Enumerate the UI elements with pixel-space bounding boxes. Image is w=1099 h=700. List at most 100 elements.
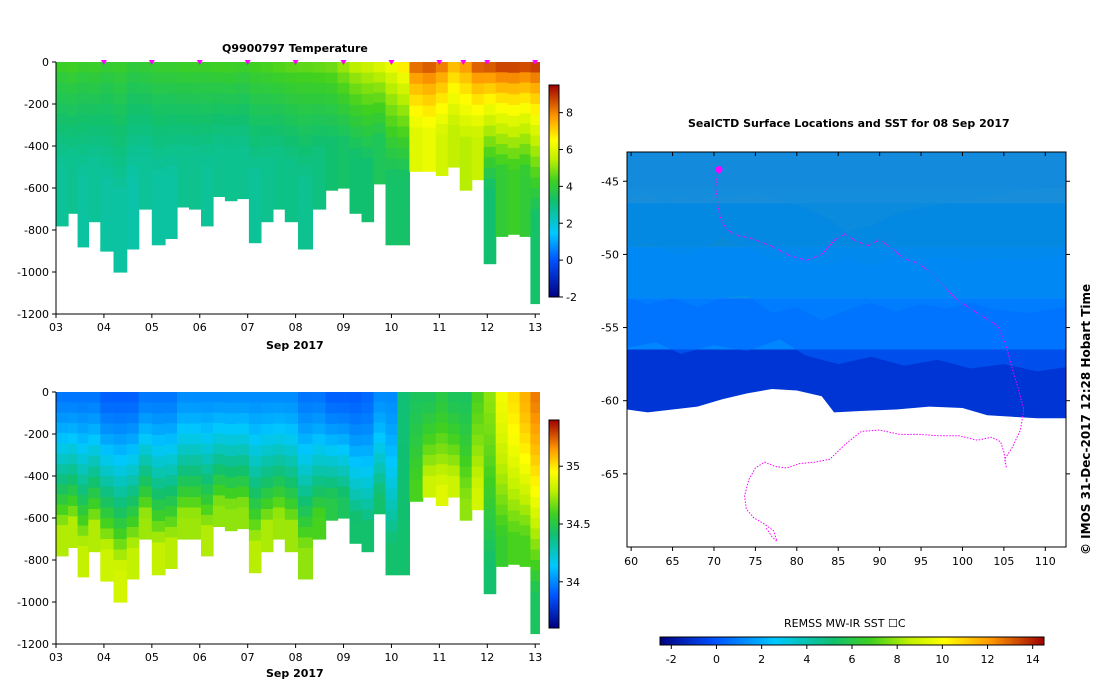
section-cell (248, 455, 262, 467)
section-cell (530, 261, 540, 273)
section-cell (495, 195, 509, 207)
section-cell (495, 123, 509, 135)
section-cell (519, 154, 531, 166)
section-cell (68, 170, 79, 182)
section-cell (138, 167, 153, 179)
section-cell (126, 464, 140, 476)
section-cell (312, 114, 327, 126)
section-cell (68, 116, 79, 128)
section-cell (422, 465, 437, 477)
section-cell (56, 174, 69, 186)
section-cell (409, 138, 424, 150)
section-cell (422, 455, 437, 467)
section-cell (177, 155, 190, 167)
section-cell (165, 412, 178, 424)
section-cell (138, 177, 153, 189)
section-cell (337, 125, 351, 137)
section-cell (68, 148, 79, 160)
section-cell (349, 72, 363, 85)
section-cell (459, 94, 473, 106)
section-cell (151, 510, 166, 522)
section-cell (77, 226, 89, 238)
section-cell (349, 424, 363, 436)
section-cell (138, 423, 153, 435)
section-cell (373, 473, 387, 484)
section-cell (385, 553, 399, 565)
section-cell (530, 93, 540, 105)
section-cell (77, 515, 89, 527)
section-cell (385, 445, 399, 457)
y-tick-label: -1200 (17, 638, 49, 651)
section-cell (447, 156, 461, 168)
section-cell (385, 402, 399, 414)
section-cell (88, 413, 101, 425)
section-cell (212, 464, 226, 476)
section-cell (507, 445, 521, 458)
section-cell (100, 465, 115, 477)
section-cell (325, 445, 339, 457)
section-cell (312, 135, 327, 147)
section-cell (530, 486, 540, 498)
section-cell (248, 434, 262, 446)
section-cell (201, 443, 214, 454)
section-cell (260, 115, 274, 127)
section-cell (77, 494, 89, 506)
section-cell (471, 94, 485, 106)
section-cell (495, 392, 509, 403)
x-tick-label: 13 (528, 651, 542, 664)
section-cell (126, 72, 140, 84)
section-cell (530, 612, 540, 624)
section-cell (471, 413, 485, 425)
section-cell (224, 126, 238, 138)
section-cell (422, 127, 437, 139)
section-cell (248, 445, 262, 457)
section-cell (435, 165, 449, 176)
section-cell (113, 93, 128, 105)
section-cell (530, 623, 540, 635)
section-cell (519, 144, 531, 155)
section-cell (530, 518, 540, 530)
section-cell (113, 261, 128, 273)
section-cell (77, 72, 89, 84)
section-cell (471, 147, 485, 159)
section-cell (272, 125, 286, 137)
section-cell (495, 474, 509, 485)
section-cell (447, 413, 461, 425)
section-cell (56, 463, 69, 475)
section-cell (126, 176, 140, 188)
section-cell (224, 136, 238, 148)
section-cell (483, 561, 497, 573)
section-cell (495, 484, 509, 496)
section-cell (177, 476, 190, 488)
section-cell (373, 442, 387, 454)
section-cell (298, 402, 313, 414)
profile-marker (148, 60, 155, 65)
section-cell (177, 186, 190, 198)
section-cell (483, 221, 497, 233)
section-cell (100, 528, 115, 540)
section-cell (236, 188, 250, 200)
section-cell (165, 454, 178, 466)
section-cell (284, 179, 299, 191)
section-cell (397, 521, 410, 533)
section-cell (312, 497, 327, 509)
section-cell (88, 423, 101, 436)
section-cell (507, 94, 521, 106)
section-cell (201, 504, 214, 516)
section-cell (385, 62, 399, 74)
sst-colorbar-tick-label: 14 (1026, 653, 1040, 666)
section-cell (56, 92, 69, 104)
section-cell (519, 412, 531, 424)
section-cell (189, 198, 202, 210)
salinity-section (56, 392, 540, 635)
section-cell (361, 413, 375, 425)
section-cell (435, 134, 449, 146)
section-cell (68, 105, 79, 117)
section-cell (507, 137, 521, 149)
section-cell (88, 402, 101, 414)
section-cell (212, 186, 226, 197)
map-x-tick-label: 105 (993, 555, 1014, 568)
section-cell (165, 495, 178, 507)
section-cell (397, 553, 410, 565)
section-cell (212, 412, 226, 424)
